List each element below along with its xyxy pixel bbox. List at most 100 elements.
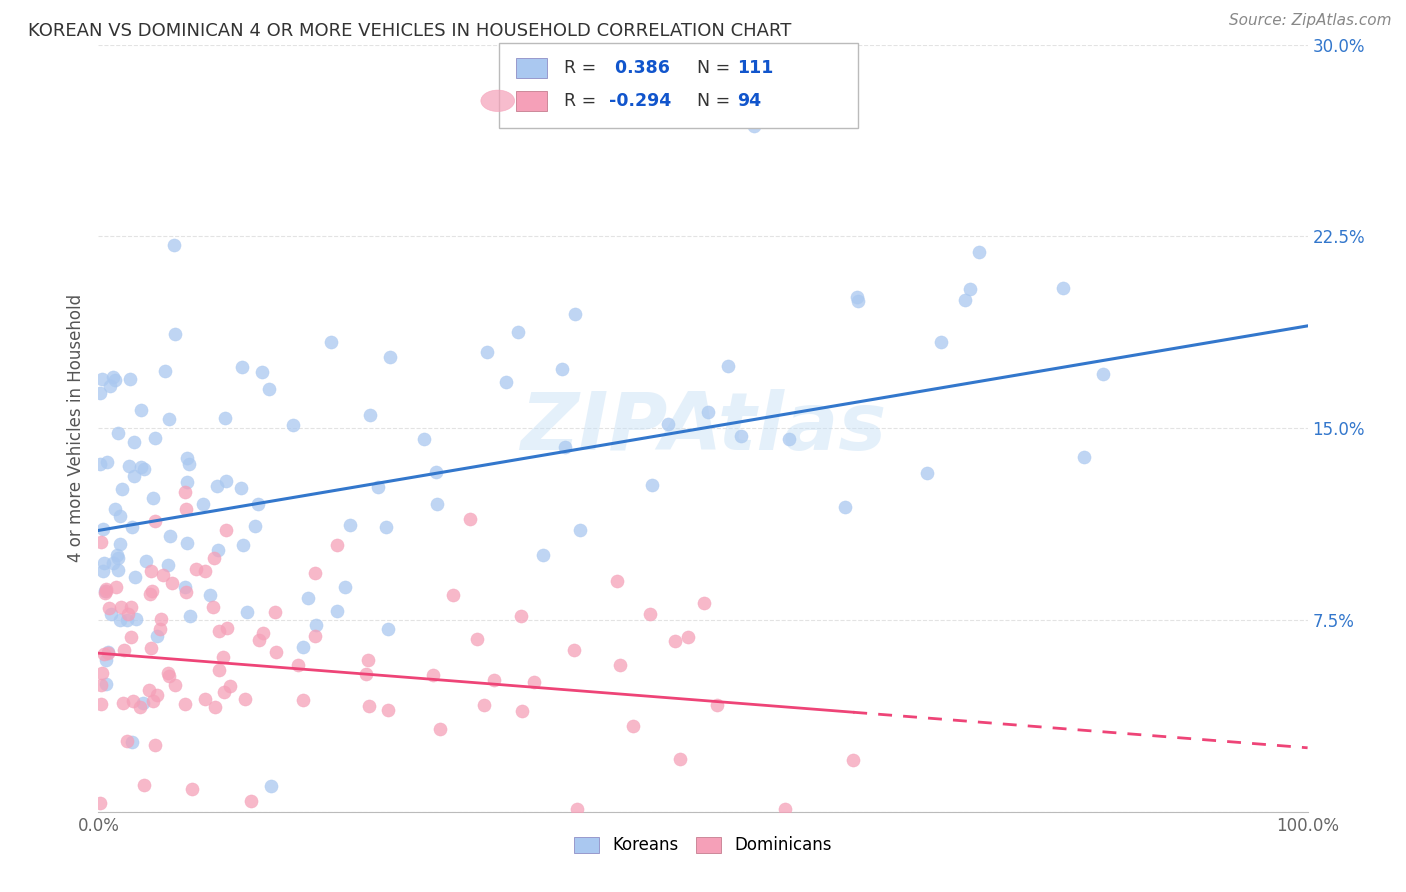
Point xyxy=(132,462,155,476)
Point xyxy=(291,693,314,707)
Point xyxy=(567,802,589,816)
Point xyxy=(143,738,166,752)
Point xyxy=(638,607,661,621)
Text: 111: 111 xyxy=(737,59,773,77)
Point xyxy=(264,605,287,619)
Point xyxy=(177,457,200,471)
Point xyxy=(141,641,163,656)
Point xyxy=(138,683,160,698)
Point xyxy=(176,536,198,550)
Point xyxy=(120,371,142,385)
Point xyxy=(477,345,499,359)
Point xyxy=(568,523,591,537)
Point xyxy=(97,646,120,660)
Point xyxy=(531,548,554,562)
Point xyxy=(422,668,444,682)
Point xyxy=(236,605,259,619)
Point xyxy=(554,440,576,454)
Point xyxy=(425,465,447,479)
Point xyxy=(375,520,398,534)
Point xyxy=(152,568,174,582)
Point xyxy=(260,780,283,794)
Point xyxy=(472,698,495,712)
Point xyxy=(915,467,938,481)
Point xyxy=(176,502,198,516)
Point xyxy=(94,582,117,596)
Point xyxy=(609,657,631,672)
Point xyxy=(357,699,380,714)
Point xyxy=(90,697,112,711)
Point xyxy=(621,719,644,733)
Point xyxy=(105,580,128,594)
Point xyxy=(339,517,361,532)
Point xyxy=(356,653,378,667)
Point xyxy=(778,433,800,447)
Point xyxy=(174,585,197,599)
Point xyxy=(97,645,120,659)
Point xyxy=(551,362,574,376)
Point xyxy=(742,119,765,133)
Point xyxy=(176,475,198,489)
Point xyxy=(664,633,686,648)
Point xyxy=(94,584,117,599)
Point xyxy=(333,580,356,594)
Point xyxy=(159,412,181,426)
Point xyxy=(176,450,198,465)
Point xyxy=(506,325,529,339)
Point xyxy=(135,554,157,568)
Point xyxy=(107,426,129,441)
Point xyxy=(139,564,162,578)
Point xyxy=(202,599,225,614)
Point xyxy=(247,497,270,511)
Point xyxy=(231,359,253,374)
Point xyxy=(233,692,256,706)
Point xyxy=(111,696,134,710)
Point xyxy=(846,293,869,308)
Point xyxy=(641,478,664,492)
Point xyxy=(291,640,314,654)
Point xyxy=(218,679,240,693)
Point xyxy=(94,584,117,599)
Point xyxy=(305,618,328,632)
Point xyxy=(174,580,197,594)
Point xyxy=(204,699,226,714)
Point xyxy=(931,335,953,350)
Point xyxy=(91,665,114,680)
Point xyxy=(105,548,128,562)
Point xyxy=(250,365,273,379)
Point xyxy=(163,327,186,342)
Text: R =: R = xyxy=(564,59,596,77)
Point xyxy=(326,538,349,552)
Point xyxy=(179,609,201,624)
Point xyxy=(205,479,228,493)
Point xyxy=(458,512,481,526)
Point xyxy=(212,649,235,664)
Point xyxy=(89,386,111,401)
Point xyxy=(959,282,981,296)
Point xyxy=(193,497,215,511)
Point xyxy=(90,372,112,386)
Point xyxy=(150,611,173,625)
Point xyxy=(510,608,533,623)
Point xyxy=(426,498,449,512)
Point xyxy=(104,501,127,516)
Point xyxy=(319,334,342,349)
Point xyxy=(89,796,111,810)
Point xyxy=(215,621,238,635)
Point xyxy=(163,677,186,691)
Point xyxy=(89,457,111,471)
Point xyxy=(110,483,132,497)
Point xyxy=(214,411,236,425)
Point xyxy=(264,645,287,659)
Point xyxy=(194,564,217,578)
Point xyxy=(121,520,143,534)
Point xyxy=(842,753,865,767)
Point xyxy=(564,307,586,321)
Point xyxy=(118,458,141,473)
Point xyxy=(153,363,176,377)
Point xyxy=(129,459,152,474)
Point xyxy=(229,481,252,495)
Point xyxy=(124,570,146,584)
Text: -0.294: -0.294 xyxy=(603,92,672,110)
Point xyxy=(143,514,166,528)
